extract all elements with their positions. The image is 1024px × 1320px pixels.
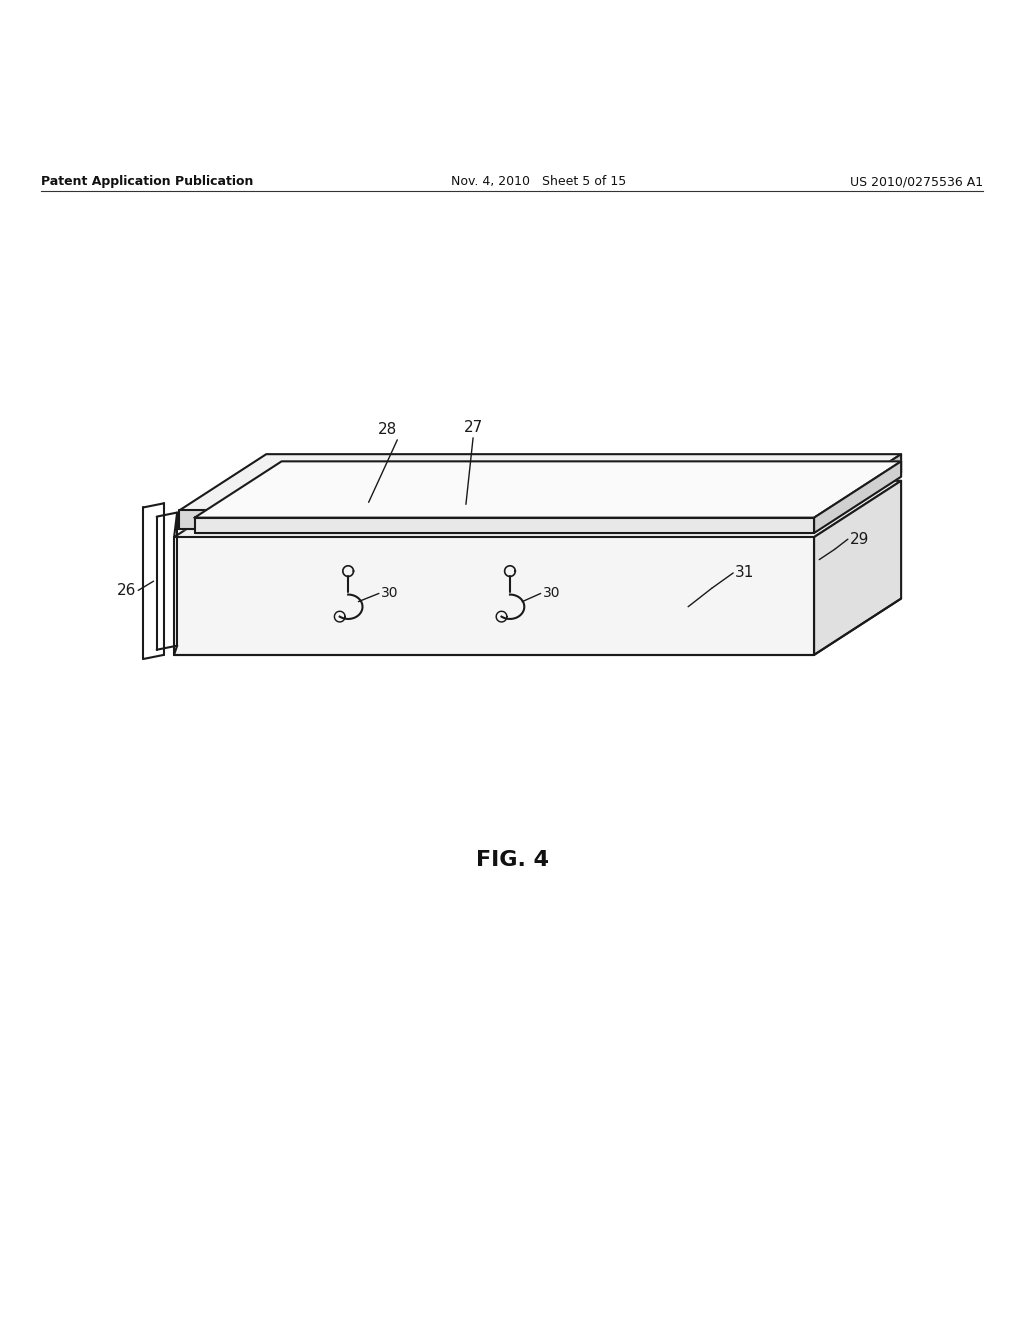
Text: Nov. 4, 2010   Sheet 5 of 15: Nov. 4, 2010 Sheet 5 of 15 <box>451 176 626 189</box>
Text: 30: 30 <box>543 586 560 601</box>
Text: 27: 27 <box>464 420 482 434</box>
Polygon shape <box>179 454 901 511</box>
Polygon shape <box>814 480 901 655</box>
Text: US 2010/0275536 A1: US 2010/0275536 A1 <box>850 176 983 189</box>
Polygon shape <box>814 454 901 529</box>
Polygon shape <box>195 517 814 533</box>
Polygon shape <box>179 511 814 529</box>
Text: FIG. 4: FIG. 4 <box>475 850 549 870</box>
Text: 28: 28 <box>378 422 396 437</box>
Polygon shape <box>174 537 814 655</box>
Polygon shape <box>814 462 901 533</box>
Polygon shape <box>195 462 901 517</box>
Text: 29: 29 <box>850 532 869 546</box>
Text: Patent Application Publication: Patent Application Publication <box>41 176 253 189</box>
Text: 31: 31 <box>735 565 755 581</box>
Text: 26: 26 <box>117 583 136 598</box>
Polygon shape <box>174 480 901 537</box>
Text: 30: 30 <box>381 586 398 601</box>
